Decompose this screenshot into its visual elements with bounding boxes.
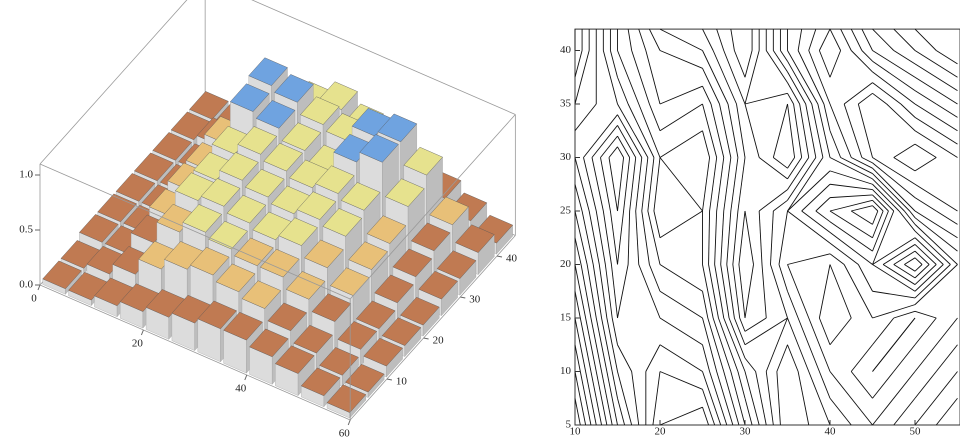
- y-tick: [387, 379, 392, 380]
- z-tick-label: 0.0: [19, 279, 33, 291]
- y-tick-label: 20: [560, 258, 572, 270]
- x-tick: [38, 285, 40, 290]
- x-tick-label: 40: [235, 383, 247, 395]
- y-tick-label: 30: [469, 294, 481, 306]
- x-tick-label: 60: [339, 428, 351, 437]
- y-tick-label: 40: [506, 253, 518, 265]
- y-tick-label: 25: [560, 205, 572, 217]
- z-tick-label: 1.0: [19, 169, 33, 181]
- y-tick-label: 15: [560, 312, 572, 324]
- y-tick: [497, 256, 502, 257]
- x-tick-label: 0: [31, 293, 37, 305]
- y-tick-label: 10: [396, 376, 408, 388]
- y-tick-label: 35: [560, 98, 572, 110]
- x-tick-label: 20: [132, 338, 144, 350]
- y-tick-label: 5: [566, 419, 572, 431]
- y-tick: [424, 338, 429, 339]
- page: 0204060102030400.00.51.01020304050510152…: [0, 0, 960, 437]
- x-tick-label: 30: [740, 426, 752, 437]
- z-tick-label: 0.5: [19, 224, 33, 236]
- y-tick: [460, 297, 465, 298]
- x-tick-label: 20: [655, 426, 667, 437]
- chart: 0204060102030400.00.51.01020304050510152…: [0, 0, 960, 437]
- x-tick: [245, 375, 247, 380]
- y-tick-label: 30: [560, 151, 572, 163]
- y-tick-label: 10: [560, 365, 572, 377]
- y-tick-label: 40: [560, 44, 572, 56]
- x-tick: [141, 330, 143, 335]
- x-tick-label: 40: [825, 426, 837, 437]
- x-tick-label: 10: [570, 426, 582, 437]
- x-tick-label: 50: [910, 426, 922, 437]
- y-tick-label: 20: [433, 335, 445, 347]
- x-tick: [348, 420, 350, 425]
